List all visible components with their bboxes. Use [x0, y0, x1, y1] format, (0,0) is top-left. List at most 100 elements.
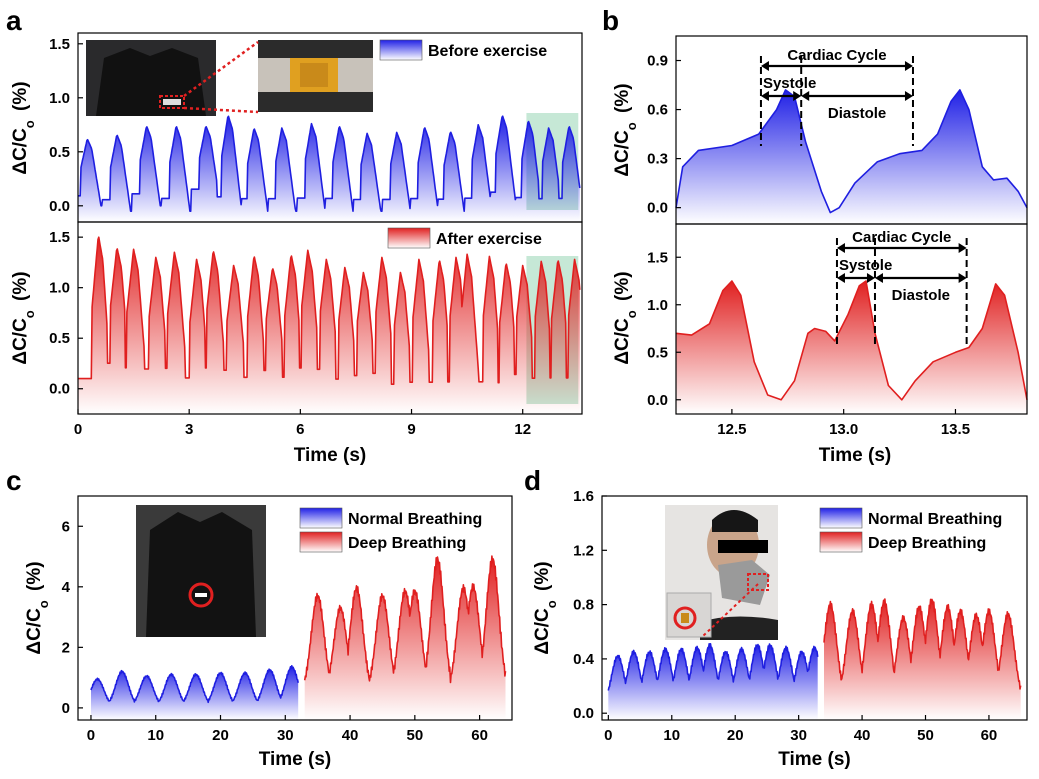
panel-d-xtick-label: 30 [790, 727, 807, 744]
b0-ytick-label: 0.0 [647, 200, 668, 217]
shirt-photo-inset-c [136, 505, 266, 637]
diastole-arrow-head-left [874, 273, 883, 283]
a-xtick-label: 3 [185, 421, 193, 438]
panel-letter-b: b [602, 5, 619, 36]
a1-ytick-label: 1.0 [49, 280, 70, 297]
mask-photo-inset-d [665, 505, 778, 640]
panel-c-xtick-label: 50 [406, 727, 423, 744]
before-cardiac-series-line [675, 89, 1028, 214]
legend-before-exercise-swatch [379, 39, 423, 61]
normal-breathing-series-line [90, 665, 299, 704]
legend-deep-breathing-swatch [299, 531, 343, 553]
legend-deep-breathing-label: Deep Breathing [348, 535, 466, 552]
y-axis-title-top: ΔC/Co (%) [612, 83, 639, 176]
panel-c-xtick-label: 10 [147, 727, 164, 744]
after-cardiac-series-area [676, 281, 1027, 414]
panel-d-ytick-label: 0.4 [573, 651, 595, 668]
a1-ytick-label: 0.5 [49, 330, 70, 347]
a-xtick-label: 12 [514, 421, 531, 438]
a-xtick-label: 9 [407, 421, 415, 438]
axes-frame [675, 223, 1028, 415]
legend-deep-breathing-swatch [819, 531, 863, 553]
legend-after-exercise-swatch [387, 227, 431, 249]
panel-d: 0.0 0.4 0.8 1.2 1.6 0 10 20 30 40 50 60 Time (s) ΔC/C… [532, 488, 1028, 770]
systole-label: Systole [839, 257, 892, 274]
panel-d-ytick-label: 1.6 [573, 488, 594, 505]
legend-before-exercise-label: Before exercise [428, 43, 547, 60]
panel-d-ytick-label: 0.8 [573, 597, 594, 614]
systole-label: Systole [763, 75, 816, 92]
normal-breathing-series-line [607, 643, 819, 691]
after-cardiac-series-line [675, 280, 1028, 401]
zoom-line-d [702, 583, 759, 637]
a1-ytick-label: 1.5 [49, 229, 70, 246]
panel-a: 0.0 0.5 1.0 1.5 Before exercise 0.0 0.5 1.0 1.5 A… [10, 32, 583, 466]
x-axis-title: Time (s) [819, 445, 892, 466]
before-cardiac-series-area [676, 89, 1027, 225]
panel-c-xtick-label: 20 [212, 727, 229, 744]
b-xtick-label: 13.5 [941, 421, 970, 438]
legend-after-exercise-label: After exercise [436, 231, 542, 248]
cardiac-cycle-arrow-head-right [904, 61, 913, 71]
before-exercise-series-area [78, 116, 580, 222]
zoom-line-bottom [183, 106, 259, 114]
panel-c-xtick-label: 0 [87, 727, 95, 744]
b1-ytick-label: 0.5 [647, 344, 668, 361]
a-xtick-label: 0 [74, 421, 82, 438]
panel-d-xtick-label: 40 [854, 727, 871, 744]
panel-c-ytick-label: 2 [62, 639, 70, 656]
panel-c-xtick-label: 30 [277, 727, 294, 744]
y-axis-title: ΔC/Co (%) [24, 561, 51, 654]
y-axis-title: ΔC/Co (%) [532, 561, 559, 654]
sensor-closeup-inset-a [258, 40, 373, 112]
panel-letter-c: c [6, 465, 22, 496]
diastole-label: Diastole [828, 105, 886, 122]
legend-normal-breathing-label: Normal Breathing [348, 511, 482, 528]
a0-ytick-label: 1.5 [49, 36, 70, 53]
diastole-arrow-head-right [904, 91, 913, 101]
deep-breathing-series-line [823, 598, 1022, 690]
a0-ytick-label: 0.5 [49, 144, 70, 161]
cardiac-cycle-label: Cardiac Cycle [787, 47, 886, 64]
systole-arrow-head-left [760, 91, 769, 101]
cardiac-cycle-arrow-head-left [836, 243, 845, 253]
a0-ytick-label: 0.0 [49, 198, 70, 215]
deep-breathing-series-area [824, 599, 1021, 720]
a0-ytick-label: 1.0 [49, 90, 70, 107]
y-axis-title-bottom: ΔC/Co (%) [612, 271, 639, 364]
axes-frame [77, 495, 513, 721]
x-axis-title: Time (s) [259, 749, 332, 770]
legend-deep-breathing-label: Deep Breathing [868, 535, 986, 552]
panel-d-xtick-label: 60 [981, 727, 998, 744]
diastole-arrow-head-right [958, 273, 967, 283]
legend-normal-breathing-swatch [299, 507, 343, 529]
x-axis-title: Time (s) [778, 749, 851, 770]
legend-normal-breathing-label: Normal Breathing [868, 511, 1002, 528]
a-xtick-label: 6 [296, 421, 304, 438]
after-exercise-series-line [77, 236, 581, 385]
y-axis-title-bottom: ΔC/Co (%) [10, 271, 37, 364]
diastole-arrow-head-left [801, 91, 810, 101]
y-axis-title-top: ΔC/Co (%) [10, 81, 37, 174]
b1-ytick-label: 1.0 [647, 297, 668, 314]
systole-arrow-head-right [866, 273, 875, 283]
panel-c-xtick-label: 60 [471, 727, 488, 744]
panel-d-ytick-label: 1.2 [573, 542, 594, 559]
panel-d-xtick-label: 20 [727, 727, 744, 744]
panel-d-xtick-label: 0 [604, 727, 612, 744]
panel-c-ytick-label: 0 [62, 700, 70, 717]
panel-c-xtick-label: 40 [342, 727, 359, 744]
panel-letter-a: a [6, 5, 22, 36]
systole-arrow-head-right [793, 91, 802, 101]
diastole-label: Diastole [892, 287, 950, 304]
a1-ytick-label: 0.0 [49, 381, 70, 398]
b-xtick-label: 12.5 [717, 421, 746, 438]
panel-d-ytick-label: 0.0 [573, 705, 594, 722]
x-axis-title: Time (s) [294, 445, 367, 466]
deep-breathing-series-line [303, 555, 507, 684]
before-exercise-series-line [77, 115, 581, 212]
b1-ytick-label: 0.0 [647, 392, 668, 409]
panel-c-ytick-label: 4 [62, 579, 71, 596]
